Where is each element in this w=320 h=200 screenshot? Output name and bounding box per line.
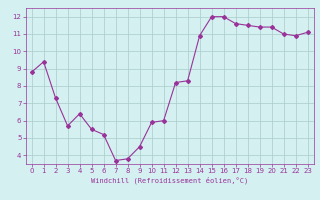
X-axis label: Windchill (Refroidissement éolien,°C): Windchill (Refroidissement éolien,°C)	[91, 177, 248, 184]
